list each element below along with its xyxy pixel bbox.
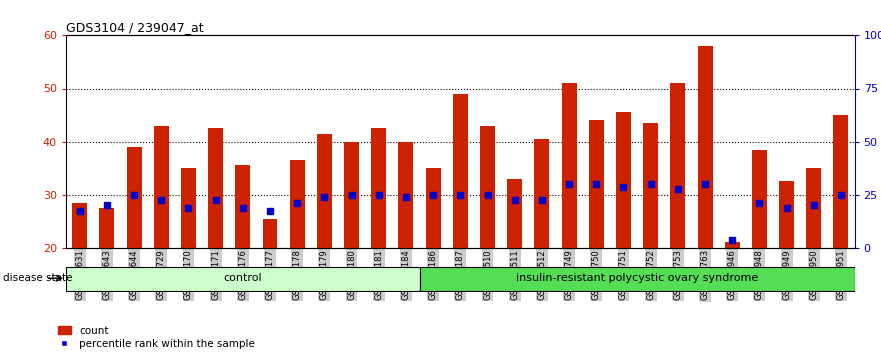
Bar: [589, 120, 603, 248]
Bar: [426, 168, 440, 248]
Bar: [419, 267, 855, 291]
Bar: [535, 139, 550, 248]
Bar: [235, 166, 250, 248]
Bar: [725, 242, 740, 248]
Bar: [806, 168, 821, 248]
Bar: [290, 160, 305, 248]
Bar: [453, 94, 468, 248]
Bar: [154, 126, 169, 248]
Bar: [72, 202, 87, 248]
Bar: [263, 218, 278, 248]
Bar: [643, 123, 658, 248]
Bar: [779, 181, 794, 248]
Bar: [127, 147, 142, 248]
Bar: [317, 133, 332, 248]
Bar: [66, 267, 419, 291]
Bar: [181, 168, 196, 248]
Legend: count, percentile rank within the sample: count, percentile rank within the sample: [58, 326, 255, 349]
Text: insulin-resistant polycystic ovary syndrome: insulin-resistant polycystic ovary syndr…: [516, 273, 759, 283]
Bar: [100, 208, 115, 248]
Bar: [833, 115, 848, 248]
Bar: [371, 128, 386, 248]
Bar: [670, 83, 685, 248]
Text: control: control: [224, 273, 263, 283]
Bar: [344, 142, 359, 248]
Bar: [751, 149, 766, 248]
Bar: [208, 128, 223, 248]
Text: GDS3104 / 239047_at: GDS3104 / 239047_at: [66, 21, 204, 34]
Text: disease state: disease state: [3, 273, 72, 283]
Bar: [480, 126, 495, 248]
Bar: [698, 46, 713, 248]
Bar: [561, 83, 576, 248]
Bar: [507, 179, 522, 248]
Bar: [616, 113, 631, 248]
Bar: [398, 142, 413, 248]
